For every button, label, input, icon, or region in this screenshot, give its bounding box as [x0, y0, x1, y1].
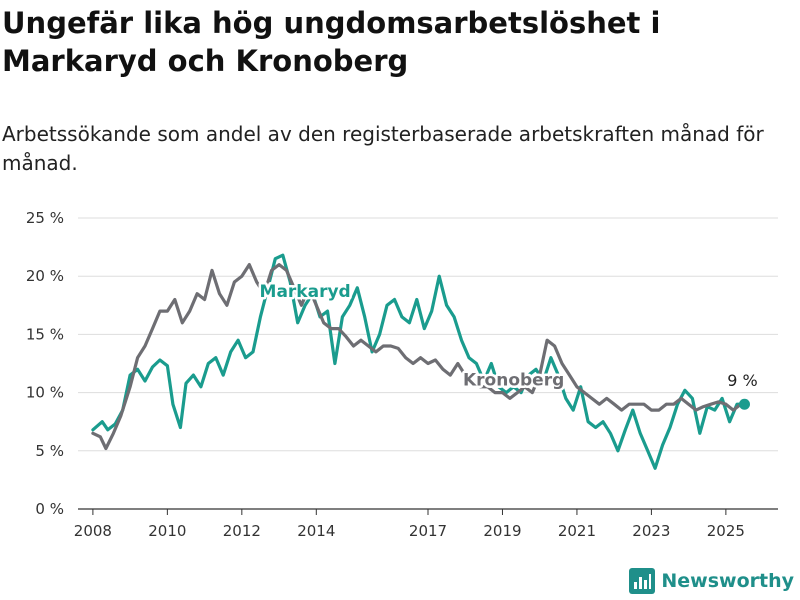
x-tick-label: 2014 — [297, 522, 335, 540]
end-value-label: 9 % — [727, 371, 757, 390]
chart-subtitle: Arbetssökande som andel av den registerb… — [2, 122, 764, 175]
axes: 0 % 5 % 10 % 15 % 20 % 25 % 2008 2010 2012 2014 20… — [26, 209, 778, 540]
y-tick-label: 0 % — [35, 500, 64, 518]
chart-title: Ungefär lika hög ungdomsarbetslöshet i M… — [2, 6, 661, 78]
x-tick-label: 2008 — [74, 522, 112, 540]
series-label-markaryd: Markaryd — [260, 282, 351, 302]
brand-name: Newsworthy — [661, 570, 794, 592]
x-tick-label: 2021 — [558, 522, 596, 540]
y-tick-label: 5 % — [35, 442, 64, 460]
series-lines — [91, 253, 750, 470]
y-tick-label: 25 % — [26, 209, 64, 227]
y-tick-label: 20 % — [26, 267, 64, 285]
bar-chart-logo-icon — [629, 568, 656, 594]
x-tick-label: 2023 — [632, 522, 670, 540]
x-tick-label: 2019 — [483, 522, 521, 540]
x-tick-label: 2025 — [707, 522, 745, 540]
series-label-kronoberg: Kronoberg — [463, 371, 564, 391]
x-tick-label: 2017 — [409, 522, 447, 540]
brand-logo: Newsworthy — [629, 568, 794, 594]
x-tick-label: 2012 — [223, 522, 261, 540]
series-labels: 9 % Markaryd Kronoberg — [257, 280, 758, 393]
series-line-kronoberg — [91, 263, 747, 451]
y-tick-label: 15 % — [26, 325, 64, 343]
series-line-markaryd — [91, 253, 747, 470]
end-point-marker — [738, 398, 750, 410]
line-chart: 0 % 5 % 10 % 15 % 20 % 25 % 2008 2010 2012 2014 20… — [26, 209, 778, 540]
x-tick-label: 2010 — [148, 522, 186, 540]
y-tick-label: 10 % — [26, 384, 64, 402]
